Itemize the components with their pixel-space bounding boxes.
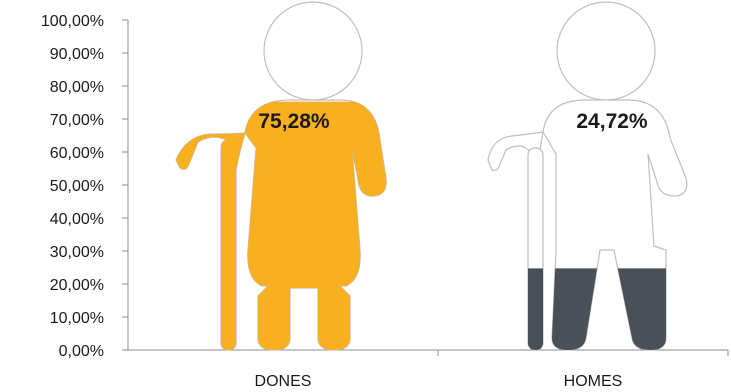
y-tick-label: 0,00% (59, 343, 104, 360)
y-tick-label: 30,00% (50, 244, 104, 261)
category-label-dones: DONES (255, 373, 312, 390)
y-tick-label: 20,00% (50, 277, 104, 294)
y-tick-label: 80,00% (50, 79, 104, 96)
category-label-homes: HOMES (564, 373, 623, 390)
y-axis: 0,00% 10,00% 20,00% 30,00% 40,00% 50,00% 60,00… (41, 13, 128, 360)
y-tick-label: 50,00% (50, 178, 104, 195)
y-tick-label: 10,00% (50, 310, 104, 327)
y-tick-label: 90,00% (50, 46, 104, 63)
data-label-homes: 24,72% (576, 110, 648, 133)
y-tick-label: 70,00% (50, 112, 104, 129)
y-tick-label: 40,00% (50, 211, 104, 228)
data-label-dones: 75,28% (258, 110, 330, 133)
y-tick-label: 100,00% (41, 13, 104, 30)
y-tick-label: 60,00% (50, 145, 104, 162)
